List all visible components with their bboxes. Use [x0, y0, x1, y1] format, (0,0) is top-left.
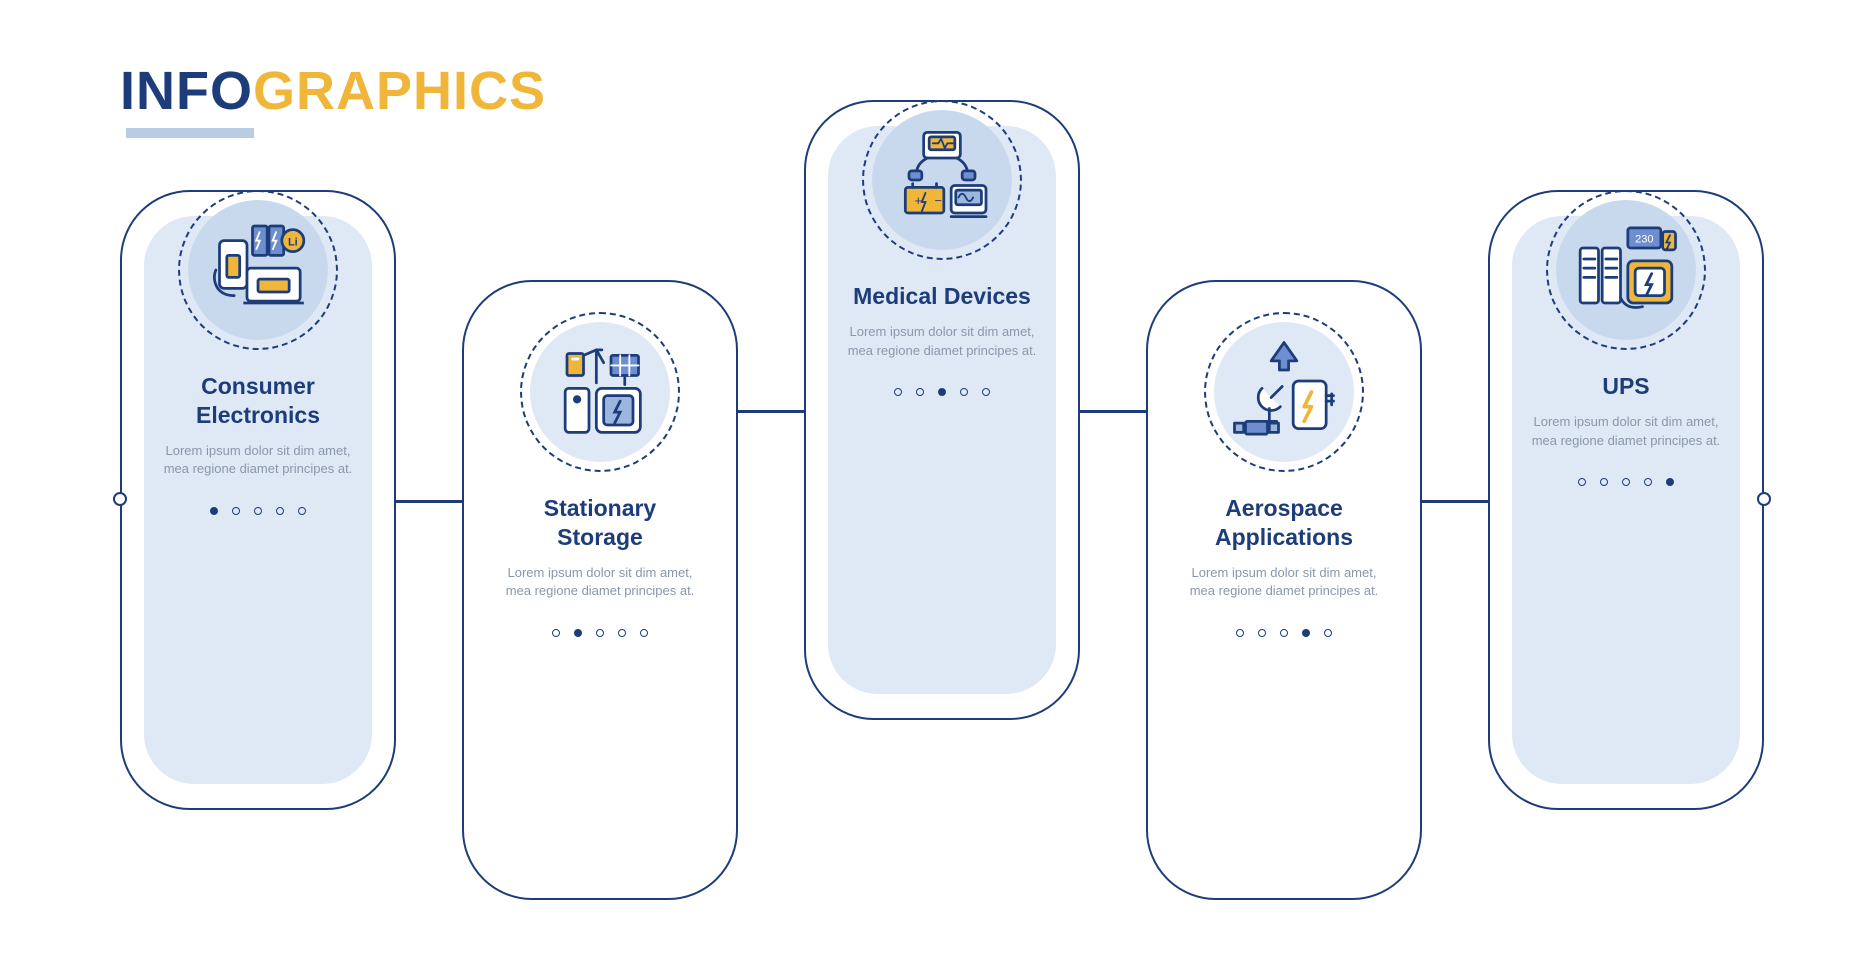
dot-indicator	[210, 507, 306, 515]
connector	[396, 500, 464, 503]
page-title: INFOGRAPHICS	[120, 60, 546, 122]
card-inner: Li Consumer Electronics Lorem ipsum dolo…	[144, 216, 372, 784]
terminal-nub	[113, 492, 127, 506]
svg-text:230: 230	[1635, 234, 1653, 246]
card-heading: Consumer Electronics	[162, 372, 354, 430]
card-inner: + − Medical Devices Lorem ipsum dolor si…	[828, 126, 1056, 694]
connector	[1080, 410, 1148, 413]
card-body: Lorem ipsum dolor sit dim amet, mea regi…	[1188, 564, 1380, 602]
title-underline	[126, 128, 254, 138]
dot-indicator	[1236, 629, 1332, 637]
dot-indicator	[894, 388, 990, 396]
connector	[738, 410, 806, 413]
card-aerospace-applications: Aerospace Applications Lorem ipsum dolor…	[1146, 280, 1422, 900]
infographic-canvas: INFOGRAPHICS	[0, 0, 1865, 980]
card-body: Lorem ipsum dolor sit dim amet, mea regi…	[1530, 413, 1722, 451]
connector	[1422, 500, 1490, 503]
card-medical-devices: + − Medical Devices Lorem ipsum dolor si…	[804, 100, 1080, 720]
card-heading: Aerospace Applications	[1188, 494, 1380, 552]
medical-devices-icon: + −	[862, 100, 1022, 260]
stationary-storage-icon	[520, 312, 680, 472]
dot-indicator	[552, 629, 648, 637]
card-consumer-electronics: Li Consumer Electronics Lorem ipsum dolo…	[120, 190, 396, 810]
terminal-nub	[1757, 492, 1771, 506]
aerospace-applications-icon	[1204, 312, 1364, 472]
title-part-2: GRAPHICS	[253, 61, 546, 121]
card-body: Lorem ipsum dolor sit dim amet, mea regi…	[162, 442, 354, 480]
dot-indicator	[1578, 478, 1674, 486]
consumer-electronics-icon: Li	[178, 190, 338, 350]
card-inner: 230 UPS Lorem ipsum dolor sit dim amet, …	[1512, 216, 1740, 784]
card-inner: Stationary Storage Lorem ipsum dolor sit…	[486, 282, 714, 898]
title-part-1: INFO	[120, 61, 253, 121]
card-heading: Medical Devices	[853, 282, 1031, 311]
card-body: Lorem ipsum dolor sit dim amet, mea regi…	[504, 564, 696, 602]
card-ups: 230 UPS Lorem ipsum dolor sit dim amet, …	[1488, 190, 1764, 810]
card-heading: Stationary Storage	[504, 494, 696, 552]
card-stationary-storage: Stationary Storage Lorem ipsum dolor sit…	[462, 280, 738, 900]
card-inner: Aerospace Applications Lorem ipsum dolor…	[1170, 282, 1398, 898]
svg-text:−: −	[935, 193, 943, 208]
card-heading: UPS	[1602, 372, 1649, 401]
svg-text:+: +	[915, 193, 923, 208]
svg-text:Li: Li	[288, 236, 298, 248]
ups-icon: 230	[1546, 190, 1706, 350]
card-body: Lorem ipsum dolor sit dim amet, mea regi…	[846, 323, 1038, 361]
